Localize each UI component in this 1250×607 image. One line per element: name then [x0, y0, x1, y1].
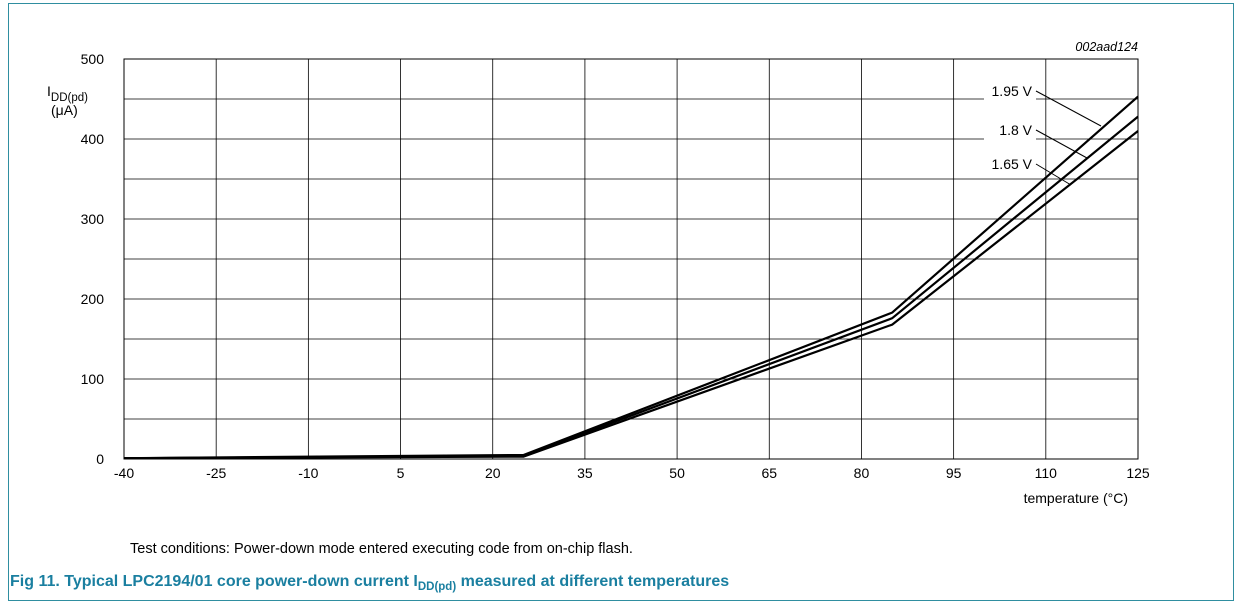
y-tick-label: 0	[96, 451, 104, 467]
y-tick-label: 100	[81, 371, 105, 387]
y-tick-label: 400	[81, 131, 105, 147]
power-down-current-chart: 1.95 V 1.8 V 1.65 V -40 -25 -10 5 20 35 50 65 80 95…	[47, 40, 1150, 506]
series-leader-line	[1035, 163, 1072, 186]
series-label-bg	[984, 81, 1036, 101]
series-line	[123, 130, 1139, 460]
x-axis-label: temperature (°C)	[1024, 490, 1128, 506]
y-tick-label: 300	[81, 211, 105, 227]
plot-border	[123, 58, 1139, 460]
figure-title: Fig 11. Typical LPC2194/01 core power-do…	[10, 573, 730, 593]
series-label: 1.65 V	[992, 156, 1033, 172]
series-leader-line	[1035, 90, 1102, 127]
y-tick-label: 500	[81, 51, 105, 67]
series-lines	[123, 95, 1139, 460]
series-label-bg	[984, 120, 1036, 140]
figure-code: 002aad124	[1075, 40, 1138, 54]
x-tick-label: 65	[761, 465, 777, 481]
x-tick-label: 35	[577, 465, 593, 481]
y-axis-unit: (μA)	[51, 102, 78, 118]
series-label-bg	[984, 154, 1036, 174]
x-tick-label: 5	[397, 465, 405, 481]
x-tick-label: 20	[485, 465, 501, 481]
test-conditions-caption: Test conditions: Power-down mode entered…	[130, 541, 633, 557]
series-label: 1.95 V	[992, 83, 1033, 99]
x-tick-label: 80	[854, 465, 870, 481]
grid	[123, 58, 1139, 460]
y-axis-label: IDD(pd)	[47, 83, 88, 104]
x-tick-label: 50	[669, 465, 685, 481]
x-tick-label: 125	[1126, 465, 1150, 481]
tick-labels: -40 -25 -10 5 20 35 50 65 80 95 110 125 0 100 200 300 40…	[81, 51, 1150, 481]
series-labels: 1.95 V 1.8 V 1.65 V	[984, 81, 1102, 186]
x-tick-label: -25	[206, 465, 226, 481]
figure-frame	[8, 3, 1234, 601]
x-tick-label: 110	[1035, 465, 1058, 481]
series-label: 1.8 V	[999, 122, 1032, 138]
x-tick-label: 95	[946, 465, 962, 481]
axes	[123, 58, 1139, 460]
y-tick-label: 200	[81, 291, 105, 307]
series-leader-line	[1035, 129, 1088, 159]
series-line	[123, 95, 1139, 460]
x-tick-label: -10	[298, 465, 318, 481]
x-tick-label: -40	[114, 465, 134, 481]
